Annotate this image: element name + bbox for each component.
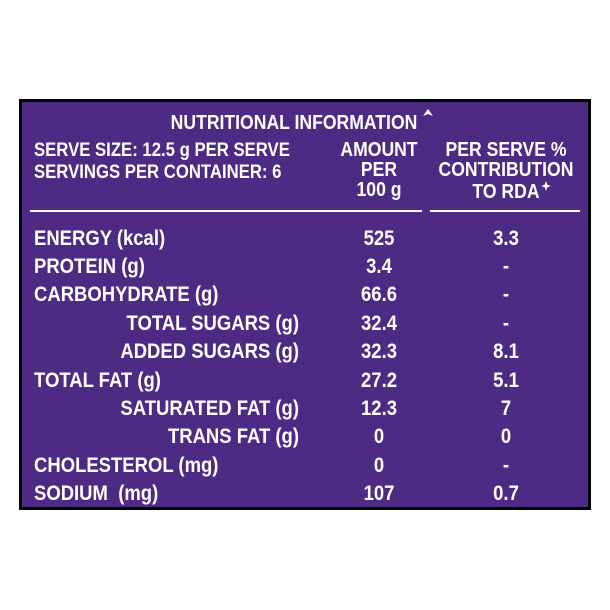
amount-per-100g: 525 (363, 226, 395, 250)
row-label: PROTEIN (g) (34, 254, 145, 278)
rda-per-serve: 8.1 (493, 340, 519, 364)
amount-per-100g: 32.4 (361, 311, 397, 335)
rda-per-serve: 3.3 (493, 226, 519, 250)
title-mark (423, 109, 433, 116)
amount-per-100g: 0 (373, 453, 385, 477)
amount-per-100g: 66.6 (361, 283, 397, 307)
amount-per-100g: 27.2 (361, 368, 397, 392)
servings: SERVINGS PER CONTAINER: 6 (34, 161, 282, 183)
rda-per-serve: 0 (500, 425, 512, 449)
row-label: TOTAL FAT (g) (34, 368, 161, 392)
separator (30, 210, 422, 212)
rda-mark (541, 181, 551, 191)
separator (430, 210, 580, 212)
row-label: TOTAL SUGARS (g) (126, 311, 299, 335)
column-header: CONTRIBUTION (438, 159, 574, 181)
rda-per-serve: 7 (500, 396, 512, 420)
amount-per-100g: 107 (363, 482, 395, 506)
row-label: TRANS FAT (g) (167, 425, 299, 449)
nutrition-label: NUTRITIONAL INFORMATION SERVE SIZE: 12.5 … (19, 99, 591, 510)
rda-per-serve: - (502, 254, 510, 278)
rda-per-serve: 5.1 (493, 368, 519, 392)
column-header: 100 g (356, 179, 402, 201)
amount-per-100g: 3.4 (366, 254, 392, 278)
row-label: ADDED SUGARS (g) (120, 340, 299, 364)
column-header: PER (360, 159, 398, 181)
title: NUTRITIONAL INFORMATION (170, 112, 418, 134)
row-label: ENERGY (kcal) (34, 226, 166, 250)
column-header: PER SERVE % (445, 139, 567, 161)
amount-per-100g: 0 (373, 425, 385, 449)
column-header: TO RDA (472, 181, 540, 203)
rda-per-serve: - (502, 283, 510, 307)
row-label: SODIUM (mg) (34, 482, 159, 506)
amount-per-100g: 32.3 (361, 340, 397, 364)
rda-per-serve: 0.7 (493, 482, 519, 506)
column-header: AMOUNT (340, 139, 418, 161)
rda-per-serve: - (502, 453, 510, 477)
row-label: CARBOHYDRATE (g) (34, 283, 219, 307)
amount-per-100g: 12.3 (361, 396, 397, 420)
rda-per-serve: - (502, 311, 510, 335)
row-label: SATURATED FAT (g) (120, 396, 299, 420)
serve-size: SERVE SIZE: 12.5 g PER SERVE (34, 139, 290, 161)
row-label: CHOLESTEROL (mg) (34, 453, 219, 477)
